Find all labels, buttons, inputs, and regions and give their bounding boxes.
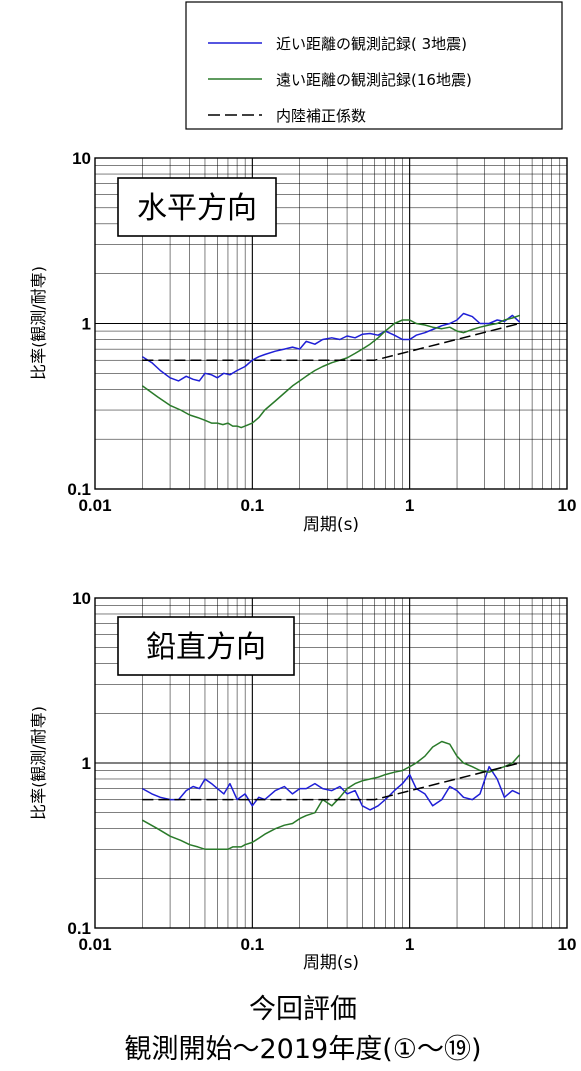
- direction-label-box: [117, 616, 295, 676]
- grid: [95, 598, 567, 928]
- plot-frame: [94, 157, 568, 490]
- y-axis-label: 比率(観測/耐専): [29, 706, 48, 820]
- x-axis-label: 周期(s): [303, 953, 359, 973]
- y-tick-label: 10: [72, 149, 91, 168]
- footer-period: 観測開始～2019年度(①～⑲): [125, 1034, 482, 1065]
- series-line-2: [142, 322, 520, 361]
- plot-frame: [94, 597, 568, 929]
- x-axis-label: 周期(s): [303, 515, 359, 535]
- direction-label-box: [117, 177, 277, 237]
- x-tick-label: 1: [405, 935, 414, 954]
- direction-label: 水平方向: [137, 191, 257, 226]
- legend-label-near: 近い距離の観測記録( 3地震): [276, 35, 467, 53]
- legend: 近い距離の観測記録( 3地震) 遠い距離の観測記録(16地震) 内陸補正係数: [185, 1, 563, 130]
- y-tick-label: 0.1: [67, 480, 91, 499]
- series-group: [142, 740, 521, 851]
- y-tick-label: 10: [72, 589, 91, 608]
- legend-label-far: 遠い距離の観測記録(16地震): [276, 71, 472, 89]
- y-tick-label: 1: [82, 754, 91, 773]
- y-tick-label: 0.1: [67, 919, 91, 938]
- series-group: [141, 312, 521, 429]
- x-tick-label: 0.1: [241, 496, 265, 515]
- y-tick-label: 1: [82, 315, 91, 334]
- series-line-0: [141, 312, 521, 382]
- x-tick-label: 10: [558, 496, 577, 515]
- footer-title: 今回評価: [249, 994, 357, 1025]
- series-line-2: [142, 762, 520, 801]
- legend-box: [185, 1, 563, 130]
- x-tick-label: 0.01: [78, 496, 111, 515]
- x-tick-label: 1: [405, 496, 414, 515]
- x-tick-label: 0.1: [241, 935, 265, 954]
- series-line-1: [141, 314, 520, 429]
- series-line-1: [142, 740, 521, 851]
- x-tick-label: 10: [558, 935, 577, 954]
- x-tick-label: 0.01: [78, 935, 111, 954]
- legend-label-correction: 内陸補正係数: [276, 107, 366, 125]
- series-line-0: [142, 765, 520, 811]
- y-axis-label: 比率(観測/耐専): [29, 266, 48, 380]
- direction-label: 鉛直方向: [146, 630, 266, 665]
